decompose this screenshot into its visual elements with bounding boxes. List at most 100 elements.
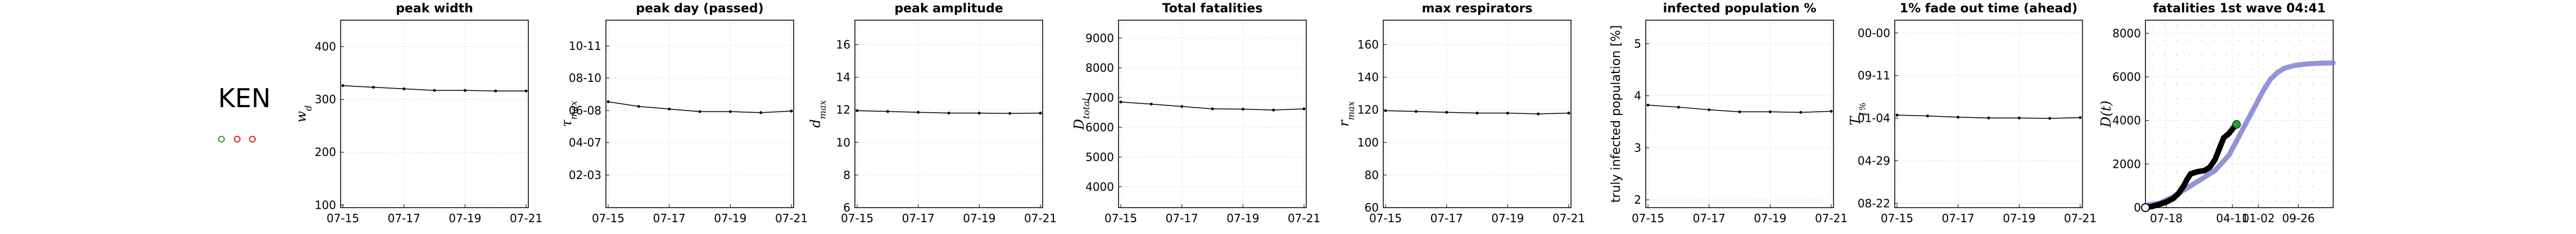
y-tick-label: 09-11 bbox=[1858, 69, 1890, 82]
x-tick-label: 07-17 bbox=[388, 212, 420, 225]
bg-dot bbox=[2300, 40, 2301, 41]
data-point bbox=[1987, 116, 1990, 120]
x-tick-label: 07-19 bbox=[449, 212, 481, 225]
bg-dot bbox=[2189, 69, 2190, 70]
data-point bbox=[2048, 117, 2052, 120]
y-tick-label: 140 bbox=[1357, 71, 1379, 84]
y-tick-label: 160 bbox=[1357, 38, 1379, 52]
bg-dot bbox=[2226, 142, 2227, 143]
grid bbox=[341, 20, 528, 208]
chart-title: peak width bbox=[396, 2, 473, 16]
bg-dot bbox=[2325, 84, 2326, 85]
observed-point bbox=[2212, 157, 2218, 163]
data-point bbox=[433, 89, 436, 92]
bg-dot bbox=[2189, 98, 2190, 99]
grid bbox=[1646, 20, 1833, 208]
bg-dot bbox=[2263, 142, 2264, 143]
bg-dot bbox=[2226, 171, 2227, 172]
bg-dot bbox=[2164, 157, 2165, 158]
plot-frame bbox=[1383, 20, 1572, 208]
bg-dot bbox=[2213, 186, 2215, 187]
bg-dot bbox=[2288, 127, 2289, 129]
bg-dot bbox=[2325, 25, 2326, 26]
bg-dot bbox=[2164, 54, 2165, 56]
data-point bbox=[2079, 116, 2082, 120]
bg-dot bbox=[2275, 171, 2276, 172]
bg-dot bbox=[2288, 157, 2289, 158]
x-tick-label: 07-21 bbox=[1024, 212, 1057, 225]
bg-dot bbox=[2176, 40, 2177, 41]
data-point bbox=[1895, 113, 1899, 117]
bg-dot bbox=[2312, 127, 2314, 129]
y-tick-label: 08-10 bbox=[569, 71, 601, 85]
bg-dot bbox=[2275, 98, 2276, 99]
bg-dot bbox=[2275, 142, 2276, 143]
bg-dot bbox=[2300, 157, 2301, 158]
bg-dot bbox=[2288, 142, 2289, 143]
bg-dot bbox=[2226, 84, 2227, 85]
x-tick-label: 07-19 bbox=[1754, 212, 1786, 225]
bg-dot bbox=[2226, 40, 2227, 41]
bg-dot bbox=[2325, 186, 2326, 187]
bg-dot bbox=[2325, 98, 2326, 99]
bg-dot bbox=[2213, 200, 2215, 201]
bg-dot bbox=[2152, 171, 2153, 172]
bg-dot bbox=[2238, 25, 2239, 26]
bg-dot bbox=[2176, 127, 2177, 129]
bg-dot bbox=[2312, 98, 2314, 99]
bg-dot bbox=[2201, 142, 2202, 143]
bg-dot bbox=[2312, 69, 2314, 70]
bg-dot bbox=[2312, 40, 2314, 41]
bg-dot bbox=[2251, 69, 2252, 70]
bg-dot bbox=[2288, 98, 2289, 99]
x-tick-label: 07-15 bbox=[327, 212, 359, 225]
bg-dot bbox=[2300, 54, 2301, 56]
chart-3: 07-15 07-17 07-19 07-21 6 8 10 12 14 16 peak ampli… bbox=[808, 2, 1057, 225]
data-point bbox=[698, 110, 701, 113]
bg-dot bbox=[2238, 171, 2239, 172]
data-point bbox=[1445, 111, 1448, 114]
data-point bbox=[524, 89, 528, 93]
bg-dot bbox=[2300, 25, 2301, 26]
x-tick-label: 07-15 bbox=[592, 212, 624, 225]
bg-dot bbox=[2201, 40, 2202, 41]
y-tick-label: 4000 bbox=[1085, 180, 1114, 194]
bg-dot bbox=[2263, 113, 2264, 114]
y-tick-label: 3 bbox=[1634, 141, 1641, 154]
bg-dot bbox=[2164, 113, 2165, 114]
bg-dot bbox=[2312, 142, 2314, 143]
data-point bbox=[1475, 112, 1479, 115]
bg-dot bbox=[2201, 157, 2202, 158]
chart-7: 07-15 07-17 07-19 07-21 08-22 04-29 01-04 09-11… bbox=[1848, 2, 2097, 225]
chart-title: fatalities 1st wave 04:41 bbox=[2153, 2, 2325, 16]
observed-point bbox=[2149, 203, 2156, 209]
bg-dot bbox=[2176, 113, 2177, 114]
bg-dot bbox=[2263, 69, 2264, 70]
bg-dot bbox=[2152, 84, 2153, 85]
plot-frame bbox=[1645, 20, 1834, 208]
x-tick-label: 07-21 bbox=[1288, 212, 1320, 225]
bg-dot bbox=[2251, 25, 2252, 26]
grid bbox=[2145, 20, 2333, 208]
bg-dot bbox=[2213, 84, 2215, 85]
observed-point bbox=[2156, 201, 2162, 208]
x-tick-label: 07-19 bbox=[1226, 212, 1259, 225]
bg-dot bbox=[2164, 69, 2165, 70]
data-point bbox=[1211, 107, 1214, 111]
bg-dot bbox=[2288, 186, 2289, 187]
x-tick-label: 07-17 bbox=[1430, 212, 1463, 225]
x-tick-label: 01-02 bbox=[2242, 212, 2275, 225]
bg-dot bbox=[2213, 40, 2215, 41]
bg-dot bbox=[2226, 186, 2227, 187]
data-point bbox=[1646, 103, 1650, 107]
bg-dot bbox=[2189, 200, 2190, 201]
chart-6: 07-15 07-17 07-19 07-21 2 3 4 5 infected populat… bbox=[1609, 2, 1848, 225]
plot-frame bbox=[605, 20, 794, 208]
bg-dot bbox=[2312, 157, 2314, 158]
bg-dot bbox=[2325, 40, 2326, 41]
data-point bbox=[1926, 114, 1929, 118]
bg-dot bbox=[2238, 69, 2239, 70]
y-tick-label: 6000 bbox=[2112, 70, 2141, 84]
y-tick-label: 100 bbox=[315, 198, 336, 212]
data-point bbox=[886, 110, 889, 113]
